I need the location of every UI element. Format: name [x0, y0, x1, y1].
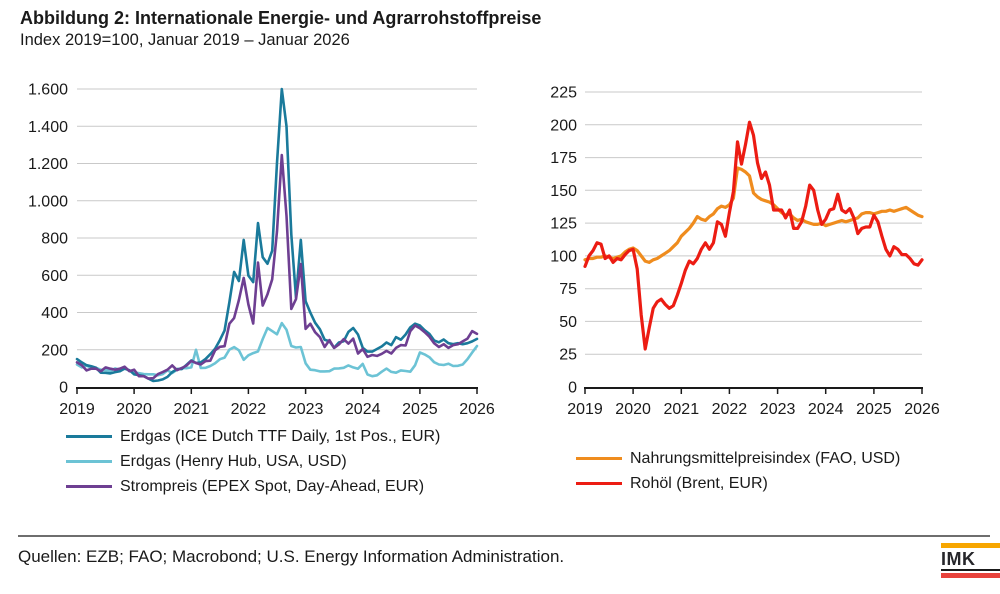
- x-tick-label: 2023: [760, 401, 796, 418]
- x-tick-label: 2021: [664, 401, 700, 418]
- x-tick-label: 2024: [345, 401, 381, 418]
- y-tick-label: 175: [550, 150, 577, 167]
- x-tick-label: 2021: [174, 401, 210, 418]
- y-tick-label: 600: [41, 268, 68, 285]
- y-tick-label: 150: [550, 183, 577, 200]
- x-tick-label: 2025: [856, 401, 892, 418]
- legend-line-swatch: [66, 485, 112, 488]
- y-tick-label: 200: [550, 117, 577, 134]
- y-tick-label: 1.400: [28, 119, 68, 136]
- y-tick-label: 225: [550, 85, 577, 102]
- x-tick-label: 2023: [288, 401, 324, 418]
- legend-line-swatch: [66, 435, 112, 438]
- legend-item-rohoel: Rohöl (Brent, EUR): [576, 471, 900, 496]
- x-tick-label: 2022: [712, 401, 748, 418]
- y-tick-label: 0: [568, 380, 577, 397]
- y-tick-label: 800: [41, 231, 68, 248]
- y-tick-label: 200: [41, 342, 68, 359]
- legend-item-erdgas_ttf: Erdgas (ICE Dutch TTF Daily, 1st Pos., E…: [66, 424, 440, 449]
- legend-line-swatch: [576, 482, 622, 485]
- imk-logo-text: IMK: [941, 550, 1000, 571]
- food-oil-chart-legend: Nahrungsmittelpreisindex (FAO, USD) Rohöl…: [576, 446, 900, 496]
- legend-item-erdgas_henry_hub: Erdgas (Henry Hub, USA, USD): [66, 449, 440, 474]
- y-tick-label: 0: [59, 380, 68, 397]
- energy-chart: 0 200 400 600 800 1.000 1.200 1.400 1.600 2019 202…: [28, 82, 495, 419]
- x-tick-label: 2025: [402, 401, 438, 418]
- y-tick-label: 400: [41, 305, 68, 322]
- figure-subtitle: Index 2019=100, Januar 2019 – Januar 202…: [20, 31, 350, 49]
- y-tick-label: 75: [559, 281, 577, 298]
- x-tick-label: 2024: [808, 401, 844, 418]
- figure-title: Abbildung 2: Internationale Energie- und…: [20, 8, 542, 28]
- legend-label: Erdgas (Henry Hub, USA, USD): [120, 452, 347, 470]
- y-tick-label: 100: [550, 248, 577, 265]
- y-tick-label: 50: [559, 314, 577, 331]
- legend-item-nahrungsmittel: Nahrungsmittelpreisindex (FAO, USD): [576, 446, 900, 471]
- x-tick-label: 2020: [615, 401, 651, 418]
- legend-label: Nahrungsmittelpreisindex (FAO, USD): [630, 449, 901, 467]
- series-line-erdgas_henry_hub: [75, 321, 479, 378]
- legend-label: Strompreis (EPEX Spot, Day-Ahead, EUR): [120, 477, 425, 495]
- legend-line-swatch: [576, 457, 622, 460]
- sources-text: Quellen: EZB; FAO; Macrobond; U.S. Energ…: [18, 547, 565, 566]
- legend-label: Rohöl (Brent, EUR): [630, 474, 768, 492]
- x-tick-label: 2026: [904, 401, 940, 418]
- legend-item-strompreis: Strompreis (EPEX Spot, Day-Ahead, EUR): [66, 474, 440, 499]
- food-oil-chart: 0 25 50 75 100 125 150 175 200 225 2019 2020 2021 202…: [550, 85, 940, 419]
- imk-logo: IMK: [941, 543, 1000, 578]
- imk-logo-red-bar: [941, 573, 1000, 578]
- y-tick-label: 1.600: [28, 82, 68, 99]
- series-line-nahrungsmittel: [583, 166, 924, 264]
- series-line-strompreis: [75, 153, 479, 380]
- x-tick-label: 2020: [116, 401, 152, 418]
- legend-line-swatch: [66, 460, 112, 463]
- energy-chart-legend: Erdgas (ICE Dutch TTF Daily, 1st Pos., E…: [66, 424, 440, 499]
- x-tick-label: 2026: [459, 401, 495, 418]
- y-tick-label: 125: [550, 216, 577, 233]
- series-line-rohoel: [583, 120, 924, 351]
- y-tick-label: 1.000: [28, 193, 68, 210]
- y-tick-label: 25: [559, 347, 577, 364]
- y-tick-label: 1.200: [28, 156, 68, 173]
- x-tick-label: 2019: [59, 401, 95, 418]
- x-tick-label: 2022: [231, 401, 267, 418]
- footer-divider: [18, 535, 990, 537]
- legend-label: Erdgas (ICE Dutch TTF Daily, 1st Pos., E…: [120, 427, 441, 445]
- x-tick-label: 2019: [567, 401, 603, 418]
- imk-logo-orange-bar: [941, 543, 1000, 548]
